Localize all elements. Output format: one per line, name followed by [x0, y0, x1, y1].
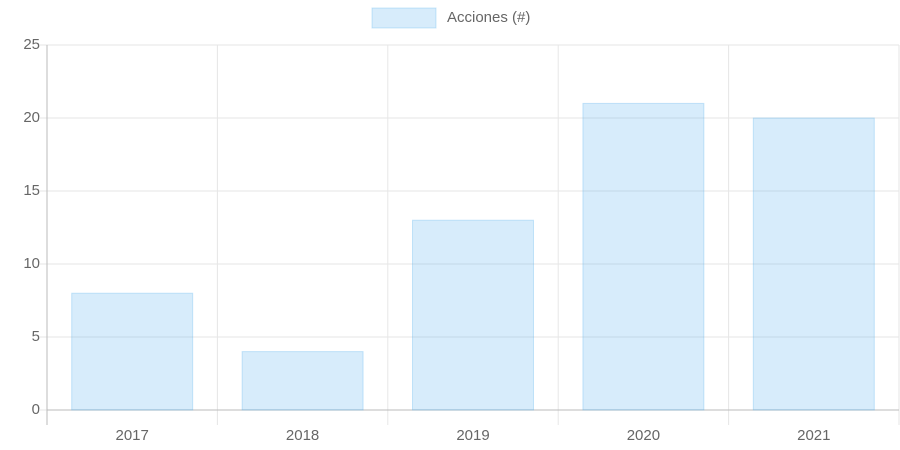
y-tick-label: 5 — [32, 328, 40, 345]
legend-label: Acciones (#) — [447, 9, 530, 26]
bar — [752, 117, 875, 411]
y-tick-label: 15 — [23, 182, 40, 199]
bar — [412, 219, 534, 411]
x-tick-label: 2019 — [456, 427, 489, 444]
y-tick-label: 25 — [23, 36, 40, 53]
x-tick-label: 2017 — [116, 427, 149, 444]
legend-swatch — [371, 7, 437, 29]
x-tick-label: 2021 — [797, 427, 830, 444]
y-tick-label: 10 — [23, 255, 40, 272]
x-tick-label: 2020 — [627, 427, 660, 444]
bar — [582, 102, 705, 411]
bar — [71, 292, 194, 411]
y-tick-label: 0 — [32, 401, 40, 418]
y-tick-label: 20 — [23, 109, 40, 126]
x-tick-label: 2018 — [286, 427, 319, 444]
bar — [241, 351, 364, 411]
